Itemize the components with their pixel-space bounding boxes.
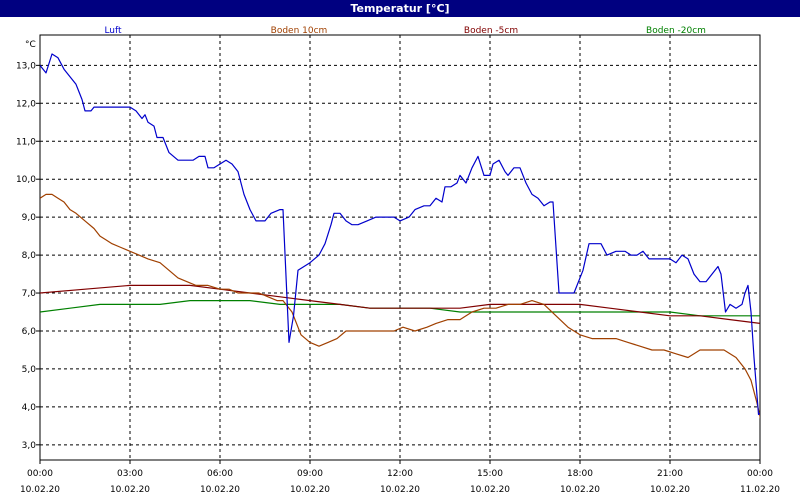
chart-title: Temperatur [°C] [0,0,800,17]
grid-lines [40,35,760,460]
x-tick-date-label: 10.02.20 [560,485,600,495]
x-tick-date-label: 10.02.20 [470,485,510,495]
x-tick-time-label: 18:00 [567,469,593,479]
y-tick-label: 8,0 [22,251,37,261]
y-axis: 3,0 4,0 5,0 6,0 7,0 8,0 9,0 10,0 11,0 12,0 13,0 [16,61,40,451]
y-tick-label: 6,0 [22,327,37,337]
y-tick-label: 3,0 [22,441,37,451]
x-axis: 00:00 10.02.20 03:00 10.02.20 06:00 10.02.20 0… [20,460,780,495]
y-tick-label: 11,0 [16,137,36,147]
x-tick-date-label: 10.02.20 [650,485,690,495]
x-tick-time-label: 06:00 [207,469,233,479]
x-tick-time-label: 21:00 [657,469,683,479]
series-lines [40,53,760,420]
series-line-boden-10cm [40,193,760,420]
legend-entry: Boden -20cm [646,26,706,36]
y-tick-label: 13,0 [16,61,36,71]
x-tick-time-label: 15:00 [477,469,503,479]
legend-entry: Boden -5cm [464,26,518,36]
x-tick-time-label: 00:00 [27,469,53,479]
y-tick-label: 10,0 [16,175,36,185]
x-tick-time-label: 12:00 [387,469,413,479]
y-axis-unit-label: °C [25,40,36,50]
y-tick-label: 4,0 [22,403,37,413]
x-tick-time-label: 09:00 [297,469,323,479]
x-tick-date-label: 10.02.20 [200,485,240,495]
series-line-luft [40,53,760,416]
y-tick-label: 12,0 [16,99,36,109]
x-tick-date-label: 10.02.20 [20,485,60,495]
x-tick-time-label: 00:00 [747,469,773,479]
legend: Luft Boden 10cm Boden -5cm Boden -20cm [104,26,706,36]
legend-entry: Luft [104,26,122,36]
legend-entry: Boden 10cm [271,26,328,36]
x-tick-date-label: 10.02.20 [290,485,330,495]
x-tick-date-label: 10.02.20 [110,485,150,495]
y-tick-label: 9,0 [22,213,37,223]
series-line-boden-5cm [40,284,760,324]
y-tick-label: 5,0 [22,365,37,375]
x-tick-date-label: 10.02.20 [380,485,420,495]
y-tick-label: 7,0 [22,289,37,299]
x-tick-time-label: 03:00 [117,469,143,479]
x-tick-date-label: 11.02.20 [740,485,780,495]
